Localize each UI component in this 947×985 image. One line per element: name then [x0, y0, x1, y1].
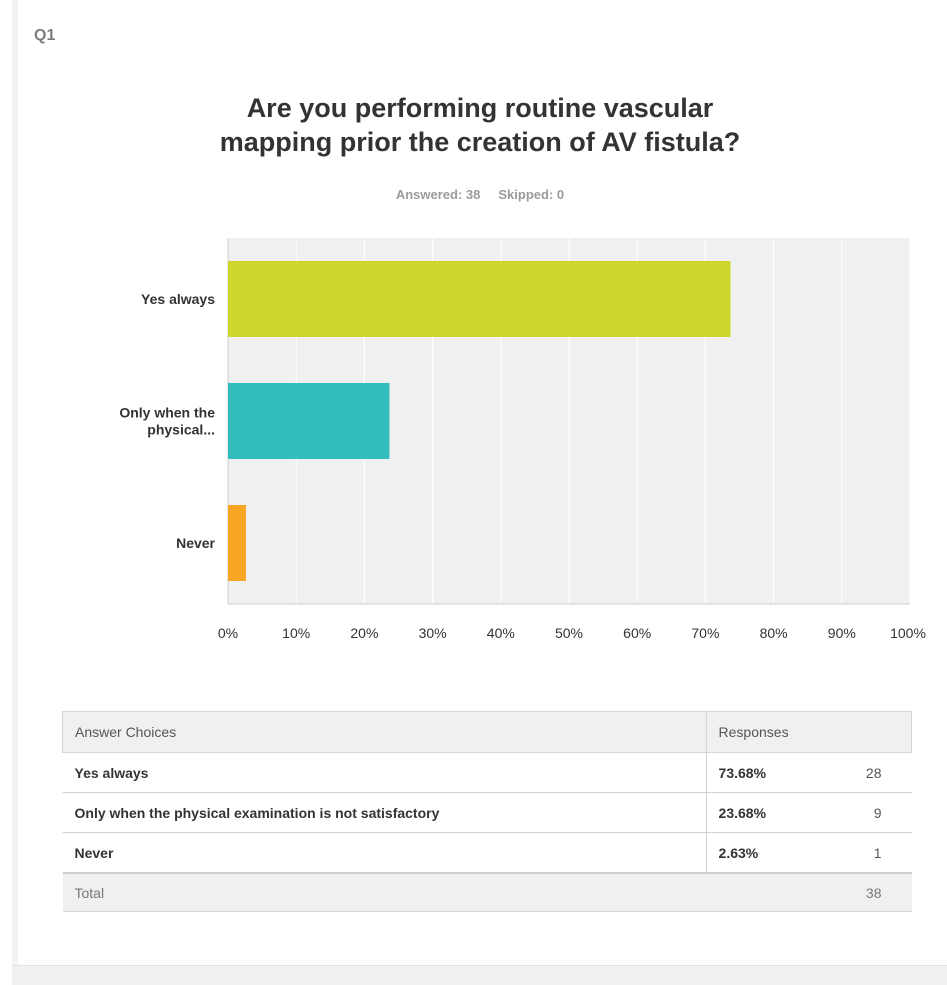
panel-left-border	[12, 0, 18, 968]
bar-chart: 0% 10% 20% 30% 40% 50% 60% 70% 80% 90% 100% Yes alw…	[119, 238, 926, 641]
total-count: 38	[801, 872, 912, 912]
bar	[228, 383, 390, 459]
chart-title-line-1: Are you performing routine vascular	[246, 93, 714, 123]
x-tick-label: 10%	[282, 625, 310, 641]
panel-bottom-border	[12, 965, 947, 985]
row-percent: 2.63%	[705, 832, 802, 873]
row-percent: 23.68%	[705, 792, 802, 833]
category-label: Only when the physical...	[119, 405, 215, 438]
row-count: 1	[801, 832, 912, 873]
skipped-count: Skipped: 0	[498, 187, 565, 202]
response-summary: Answered: 38 Skipped: 0	[230, 187, 730, 202]
x-tick-label: 30%	[419, 625, 447, 641]
bar	[228, 261, 731, 337]
row-percent: 73.68%	[705, 752, 802, 793]
x-tick-label: 50%	[555, 625, 583, 641]
x-tick-label: 80%	[760, 625, 788, 641]
chart-title: Are you performing routine vascular mapp…	[180, 91, 780, 159]
question-number: Q1	[34, 27, 56, 44]
category-label: Yes always	[141, 291, 215, 307]
row-choice: Never	[62, 832, 707, 873]
chart-title-line-2: mapping prior the creation of AV fistula…	[219, 127, 741, 157]
x-tick-label: 90%	[828, 625, 856, 641]
table-row: Never 2.63% 1	[62, 832, 912, 873]
table-row: Yes always 73.68% 28	[62, 752, 912, 793]
total-spacer	[706, 872, 802, 912]
results-table: Answer Choices Responses Yes always 73.6…	[62, 711, 913, 912]
x-tick-label: 20%	[350, 625, 378, 641]
row-count: 9	[801, 792, 912, 833]
x-tick-label: 100%	[890, 625, 926, 641]
x-tick-label: 60%	[623, 625, 651, 641]
row-choice: Yes always	[62, 752, 707, 793]
total-label: Total	[62, 872, 707, 912]
x-tick-label: 70%	[691, 625, 719, 641]
answered-count: Answered: 38	[395, 187, 481, 202]
header-answer-choices: Answer Choices	[62, 711, 707, 753]
header-responses: Responses	[705, 711, 913, 753]
x-tick-label: 40%	[487, 625, 515, 641]
table-total-row: Total 38	[62, 872, 912, 912]
row-choice: Only when the physical examination is no…	[62, 792, 707, 833]
bar	[228, 505, 246, 581]
table-header-row: Answer Choices Responses	[62, 711, 913, 753]
x-tick-label: 0%	[218, 625, 238, 641]
table-row: Only when the physical examination is no…	[62, 792, 912, 833]
category-label: Never	[176, 535, 215, 551]
row-count: 28	[801, 752, 912, 793]
